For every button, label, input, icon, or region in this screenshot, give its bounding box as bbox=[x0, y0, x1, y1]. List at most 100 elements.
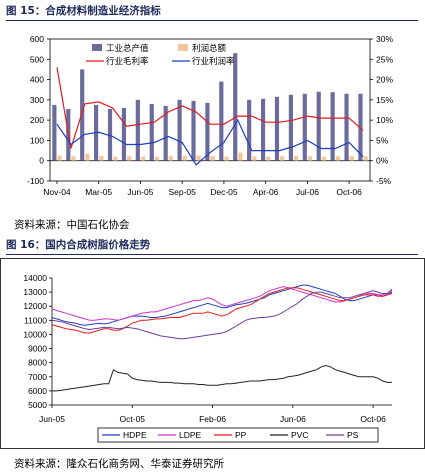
right-tick-label: 5% bbox=[376, 135, 389, 145]
y-tick-label: 9000 bbox=[28, 344, 47, 354]
right-tick-label: 0% bbox=[376, 156, 389, 166]
left-tick-label: 500 bbox=[30, 54, 44, 64]
bar-output bbox=[107, 108, 113, 161]
bar-output bbox=[260, 98, 266, 161]
x-tick-label: Feb-06 bbox=[199, 414, 226, 424]
x-tick-label: Jun-05 bbox=[127, 187, 153, 197]
bar-profit bbox=[280, 156, 285, 161]
legend-label-pvc: PVC bbox=[291, 430, 308, 440]
left-tick-label: 0 bbox=[39, 156, 44, 166]
bar-output bbox=[177, 99, 182, 161]
legend-label-pp: PP bbox=[235, 430, 247, 440]
bar-output bbox=[274, 96, 280, 161]
right-tick-label: 10% bbox=[376, 115, 393, 125]
left-tick-label: 100 bbox=[30, 135, 44, 145]
series-line-gross-margin bbox=[56, 67, 364, 149]
series-line-ldpe bbox=[51, 285, 393, 321]
y-tick-label: 13000 bbox=[23, 287, 47, 297]
figure-16-source: 资料来源：隆众石化商务网、华泰证券研究所 bbox=[14, 458, 224, 470]
bar-output bbox=[344, 93, 349, 161]
bar-profit bbox=[196, 155, 201, 161]
x-tick-label: Oct-06 bbox=[360, 414, 386, 424]
series-line-hdpe bbox=[51, 284, 393, 326]
bar-profit bbox=[210, 156, 215, 161]
bar-output bbox=[135, 99, 140, 161]
bar-profit bbox=[168, 156, 173, 161]
bar-output bbox=[205, 102, 210, 161]
x-tick-label: Jun-06 bbox=[280, 414, 306, 424]
bar-profit bbox=[293, 155, 299, 161]
y-tick-label: 12000 bbox=[23, 301, 47, 311]
economic-indicators-chart: -100 0 100 200 300 400 500 600 -5% 0% 5% 10% 15% 20% 2… bbox=[27, 34, 393, 197]
bar-profit bbox=[71, 156, 76, 161]
series-line-ps bbox=[51, 288, 393, 340]
y-tick-label: 11000 bbox=[24, 315, 47, 325]
bar-profit bbox=[99, 155, 104, 161]
y-tick-label: 7000 bbox=[28, 372, 47, 382]
legend-swatch-output bbox=[92, 44, 102, 51]
y-tick-label: 8000 bbox=[28, 358, 47, 368]
bar-profit bbox=[238, 152, 243, 161]
x-tick-label: Mar-05 bbox=[85, 187, 112, 197]
legend-label-ldpe: LDPE bbox=[179, 430, 202, 440]
x-tick-label: Jun-05 bbox=[39, 414, 65, 424]
bar-output bbox=[358, 93, 363, 161]
bar-profit bbox=[335, 156, 340, 161]
y-tick-label: 5000 bbox=[28, 400, 47, 410]
bar-profit bbox=[154, 156, 160, 161]
bar-profit bbox=[113, 156, 118, 161]
bar-profit bbox=[321, 156, 326, 161]
legend-box bbox=[97, 427, 379, 443]
series-line-profit-margin bbox=[56, 118, 364, 166]
bar-output bbox=[52, 104, 57, 161]
resin-price-chart: 5000 6000 7000 8000 9000 10000 11000 12000 13000… bbox=[0, 258, 425, 449]
right-tick-label: 20% bbox=[376, 75, 393, 85]
bar-output bbox=[219, 81, 224, 161]
right-tick-label: 25% bbox=[376, 54, 393, 64]
figure-15-divider bbox=[6, 20, 418, 21]
left-tick-label: 200 bbox=[30, 115, 44, 125]
bar-profit bbox=[57, 155, 62, 161]
left-tick-label: -100 bbox=[27, 176, 44, 186]
bar-profit bbox=[224, 156, 229, 161]
bar-profit bbox=[182, 155, 187, 161]
legend-label-profit: 利润总额 bbox=[192, 43, 227, 53]
x-tick-label: Oct-06 bbox=[336, 187, 362, 197]
x-tick-label: Apr-06 bbox=[253, 187, 279, 197]
right-tick-label: 30% bbox=[376, 34, 393, 44]
legend-label-profit-margin: 行业利润率 bbox=[192, 56, 235, 66]
legend-label-output: 工业总产值 bbox=[106, 43, 149, 53]
bar-output bbox=[316, 91, 321, 161]
bar-output bbox=[163, 105, 168, 161]
bar-profit bbox=[252, 156, 257, 161]
figure-15-source: 资料来源：中国石化协会 bbox=[14, 219, 130, 231]
y-tick-label: 10000 bbox=[23, 329, 47, 339]
legend-label-hdpe: HDPE bbox=[123, 430, 147, 440]
y-tick-label: 14000 bbox=[23, 273, 47, 283]
bar-output bbox=[247, 99, 252, 161]
bar-output bbox=[330, 92, 335, 161]
bar-output bbox=[288, 94, 293, 161]
left-tick-label: 600 bbox=[30, 34, 44, 44]
bar-profit bbox=[349, 156, 354, 161]
legend-label-ps: PS bbox=[347, 430, 359, 440]
x-tick-label: Jul-06 bbox=[296, 187, 319, 197]
bar-profit bbox=[266, 156, 271, 161]
legend-label-gross-margin: 行业毛利率 bbox=[106, 56, 149, 66]
x-tick-label: Sep-05 bbox=[168, 187, 196, 197]
x-tick-label: Dec-05 bbox=[210, 187, 238, 197]
legend-swatch-profit bbox=[178, 44, 188, 51]
figure-16-title: 图 16：国内合成树脂价格走势 bbox=[6, 239, 151, 251]
bar-profit bbox=[127, 156, 132, 161]
left-tick-label: 400 bbox=[30, 75, 44, 85]
x-tick-label: Nov-04 bbox=[43, 187, 71, 197]
series-line-pp bbox=[51, 287, 393, 334]
right-tick-label: 15% bbox=[376, 95, 393, 105]
bar-output bbox=[233, 53, 238, 161]
bar-profit bbox=[140, 156, 146, 161]
left-tick-label: 300 bbox=[30, 95, 44, 105]
right-tick-label: -5% bbox=[376, 176, 392, 186]
series-line-pvc bbox=[52, 364, 392, 392]
bar-profit bbox=[85, 153, 90, 161]
plot-frame bbox=[49, 38, 371, 182]
